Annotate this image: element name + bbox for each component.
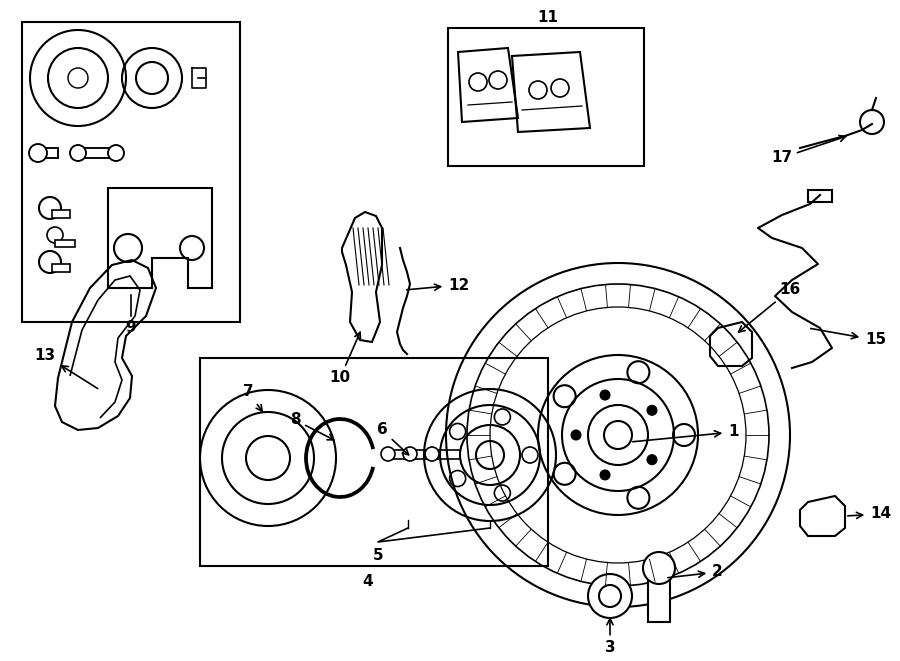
Circle shape <box>108 145 124 161</box>
Text: 15: 15 <box>811 329 886 348</box>
Circle shape <box>647 405 657 415</box>
Text: 7: 7 <box>243 385 262 411</box>
Bar <box>52 210 70 218</box>
Text: 13: 13 <box>34 348 98 389</box>
Bar <box>78 148 116 158</box>
Text: 4: 4 <box>363 574 374 590</box>
Text: 16: 16 <box>739 282 801 332</box>
Text: 9: 9 <box>126 321 136 336</box>
Bar <box>432 450 460 459</box>
Circle shape <box>643 552 675 584</box>
Circle shape <box>425 447 439 461</box>
Circle shape <box>588 574 632 618</box>
Bar <box>648 570 670 622</box>
Bar <box>22 22 240 322</box>
Circle shape <box>39 251 61 273</box>
Bar <box>448 28 644 166</box>
Text: 17: 17 <box>771 136 846 165</box>
Circle shape <box>600 470 610 480</box>
Text: 1: 1 <box>633 424 739 442</box>
Text: 6: 6 <box>376 422 409 455</box>
Circle shape <box>860 110 884 134</box>
Bar <box>388 450 416 459</box>
Text: 10: 10 <box>329 332 361 385</box>
Text: 2: 2 <box>668 564 723 580</box>
Bar <box>410 450 438 459</box>
Circle shape <box>29 144 47 162</box>
Circle shape <box>403 447 417 461</box>
Text: 3: 3 <box>605 619 616 656</box>
Circle shape <box>647 455 657 465</box>
Text: 8: 8 <box>290 412 334 440</box>
Circle shape <box>381 447 395 461</box>
Bar <box>200 358 548 566</box>
Bar <box>808 190 832 202</box>
Bar <box>55 240 75 247</box>
Circle shape <box>571 430 581 440</box>
Circle shape <box>47 227 63 243</box>
Text: 12: 12 <box>407 278 469 293</box>
Bar <box>52 264 70 272</box>
Circle shape <box>70 145 86 161</box>
Text: 14: 14 <box>848 506 891 522</box>
Circle shape <box>600 390 610 400</box>
Text: 11: 11 <box>537 11 559 26</box>
Bar <box>38 148 58 158</box>
Text: 5: 5 <box>373 549 383 563</box>
Circle shape <box>39 197 61 219</box>
